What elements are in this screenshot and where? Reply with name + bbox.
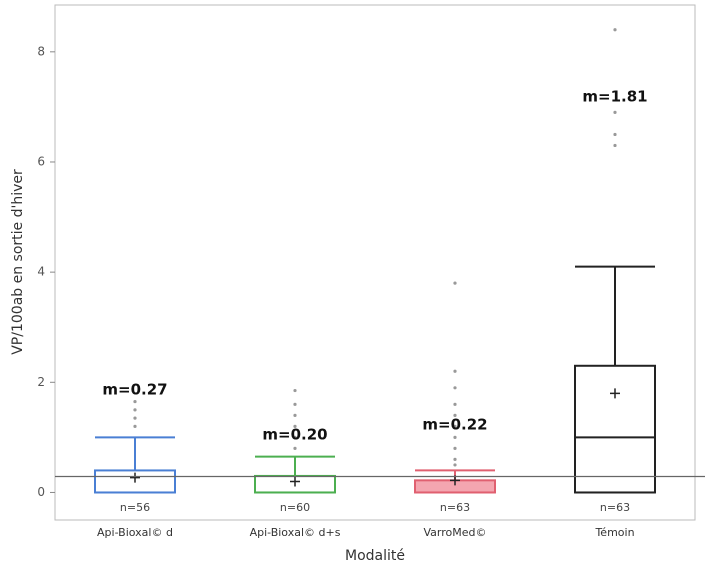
plot-frame <box>54 4 696 521</box>
outlier <box>293 402 297 406</box>
x-axis-title: Modalité <box>345 548 405 564</box>
mean-label: m=0.20 <box>262 426 327 444</box>
outlier <box>613 28 617 32</box>
outlier <box>293 413 297 417</box>
n-label: n=56 <box>120 501 150 514</box>
x-tick-label: Témoin <box>594 526 634 539</box>
outlier <box>613 143 617 148</box>
outlier <box>453 424 457 428</box>
outlier <box>293 388 297 393</box>
outlier <box>293 435 297 439</box>
outlier <box>453 402 457 406</box>
x-tick-label: VarroMed© <box>424 526 487 539</box>
mean-marker <box>290 476 300 487</box>
x-tick-label: Api-Bioxal© d <box>97 526 173 539</box>
outlier <box>453 435 457 439</box>
outlier <box>293 424 297 428</box>
n-label: n=63 <box>600 501 630 514</box>
mean-label: m=0.22 <box>422 416 487 434</box>
outlier <box>133 416 137 420</box>
y-tick-label: 6 <box>37 154 45 168</box>
mean-label: m=1.81 <box>582 88 647 106</box>
outlier <box>613 132 617 137</box>
mean-marker <box>610 388 620 399</box>
outlier <box>133 399 137 404</box>
y-tick-label: 0 <box>37 485 45 499</box>
outlier <box>293 446 297 450</box>
mean-label: m=0.27 <box>102 381 167 399</box>
y-tick-label: 2 <box>37 375 45 389</box>
y-tick-label: 8 <box>37 44 45 58</box>
mean-marker <box>130 472 140 483</box>
outlier <box>453 386 457 390</box>
outlier <box>453 463 457 467</box>
n-label: n=63 <box>440 501 470 514</box>
n-label: n=60 <box>280 501 310 514</box>
outlier <box>453 446 457 450</box>
outlier <box>133 408 137 412</box>
y-axis-title: VP/100ab en sortie d'hiver <box>10 169 26 355</box>
outlier <box>453 413 457 417</box>
outlier <box>453 457 457 462</box>
box <box>574 364 656 494</box>
x-tick-label: Api-Bioxal© d+s <box>250 526 341 539</box>
outlier <box>133 424 137 428</box>
outlier <box>453 369 457 373</box>
outlier <box>453 281 457 285</box>
outlier <box>613 110 617 115</box>
y-tick-label: 4 <box>37 265 45 279</box>
